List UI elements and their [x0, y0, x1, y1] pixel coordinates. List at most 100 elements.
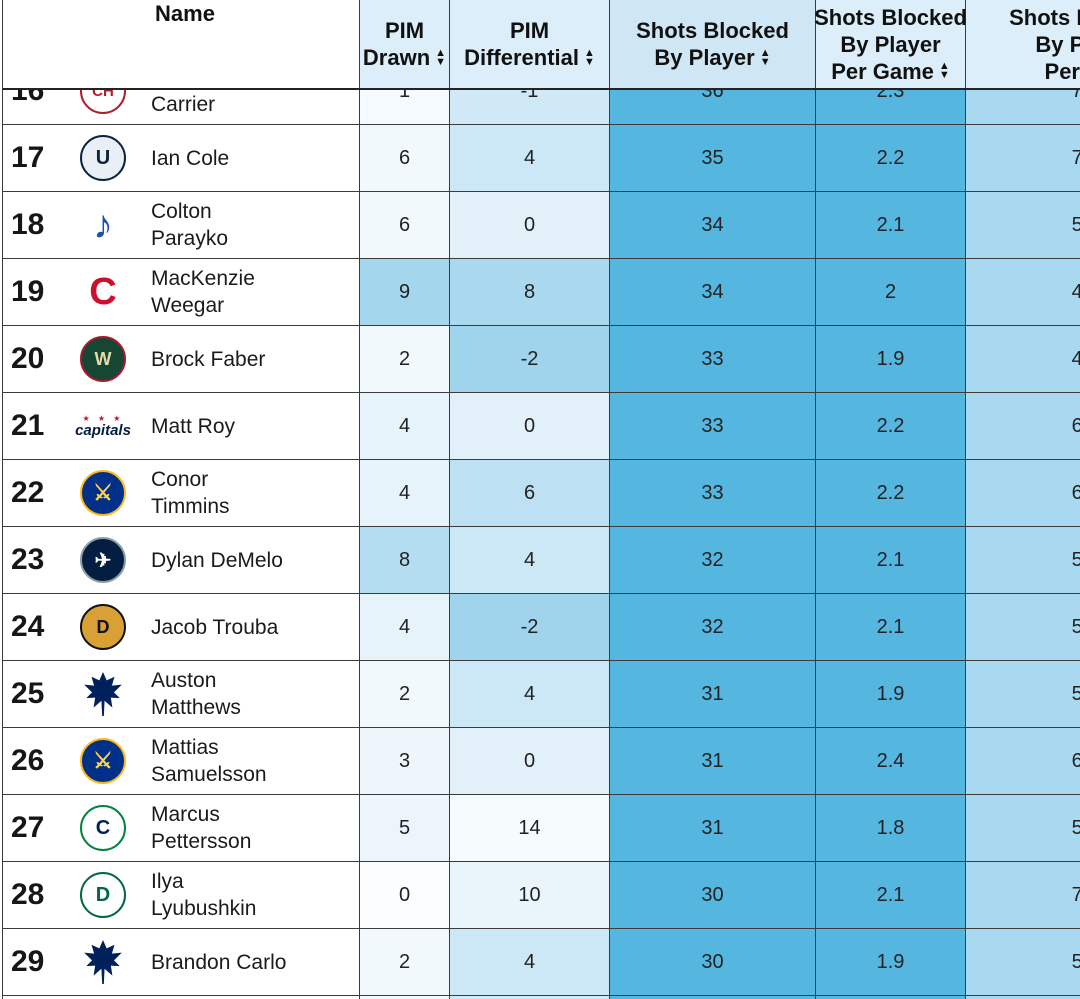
shots-blocked-cell: 31 [610, 728, 816, 794]
shots-blocked-cell-value: 33 [701, 414, 724, 437]
column-header-diff[interactable]: PIM Differential ▲ ▼ [450, 0, 610, 88]
team-logo-glyph: D [80, 604, 126, 650]
shots-blocked-cell: 32 [610, 527, 816, 593]
shots-blocked-cell-value: 32 [701, 615, 724, 638]
shots-blocked-cell: 30 [610, 862, 816, 928]
shots-blocked-per-60-cell-value: 5.0 [1071, 615, 1080, 638]
player-cell: 22 ⚔ Conor Timmins [3, 460, 360, 526]
player-name[interactable]: Jacob Trouba [151, 614, 278, 641]
pim-differential-cell: -2 [450, 326, 610, 392]
player-rank: 26 [11, 744, 45, 777]
shots-blocked-cell: 31 [610, 661, 816, 727]
player-name[interactable]: Dylan DeMelo [151, 547, 283, 574]
player-name[interactable]: Conor Timmins [151, 466, 230, 520]
shots-blocked-per-game-cell-value: 2.2 [876, 481, 905, 504]
table-row: 22 ⚔ Conor Timmins 4 6 33 2.2 6.0 [3, 460, 1080, 527]
column-header-sb[interactable]: Shots Blocked By Player ▲ ▼ [610, 0, 816, 88]
team-logo-glyph: ⚔ [80, 470, 126, 516]
pim-drawn-cell-value: 3 [398, 749, 411, 772]
shots-blocked-per-game-cell: 2.1 [816, 862, 966, 928]
player-name[interactable]: MacKenzie Weegar [151, 265, 255, 319]
shots-blocked-cell-value: 33 [701, 347, 724, 370]
column-header-label: By Player [654, 45, 755, 70]
player-name[interactable]: Ilya Lyubushkin [151, 868, 256, 922]
player-rank: 28 [11, 878, 45, 911]
shots-blocked-cell: 30 [610, 929, 816, 995]
player-name-line: MacKenzie [151, 267, 255, 290]
player-cell: 20 W Brock Faber [3, 326, 360, 392]
pim-differential-cell [450, 996, 610, 999]
player-name[interactable]: Marcus Pettersson [151, 801, 251, 855]
pim-differential-cell-value: 0 [523, 414, 536, 437]
pim-differential-cell-value: 0 [523, 213, 536, 236]
player-name[interactable]: Brock Faber [151, 346, 265, 373]
shots-blocked-per-60-cell: 4.8 [966, 259, 1080, 325]
shots-blocked-per-60-cell-value: 5.9 [1071, 548, 1080, 571]
shots-blocked-per-60-cell: 5.0 [966, 594, 1080, 660]
shots-blocked-cell-value: 31 [701, 816, 724, 839]
player-name[interactable]: Mattias Samuelsson [151, 734, 267, 788]
pim-differential-cell: 14 [450, 795, 610, 861]
table-row [3, 996, 1080, 999]
player-name[interactable]: Matt Roy [151, 413, 235, 440]
column-header-line: By Player [840, 31, 940, 58]
shots-blocked-per-game-cell-value: 1.8 [876, 816, 905, 839]
player-cell: 18 ♪ Colton Parayko [3, 192, 360, 258]
shots-blocked-per-60-cell-value: 7.4 [1071, 79, 1080, 102]
pim-drawn-cell-value: 4 [398, 615, 411, 638]
column-header-line: By Player [1035, 31, 1080, 58]
pim-drawn-cell-value: 0 [398, 883, 411, 906]
shots-blocked-cell-value: 33 [701, 481, 724, 504]
pim-drawn-cell-value: 6 [398, 213, 411, 236]
player-name[interactable]: Brandon Carlo [151, 949, 286, 976]
player-name-line: Mattias [151, 736, 219, 759]
table-row: 23 ✈ Dylan DeMelo 8 4 32 2.1 5.9 [3, 527, 1080, 594]
shots-blocked-per-60-cell: 5.2 [966, 795, 1080, 861]
player-name-line: Parayko [151, 227, 229, 250]
pim-differential-cell: 10 [450, 862, 610, 928]
player-cell: 29 Brandon Carlo [3, 929, 360, 995]
player-name-line: Matthews [151, 696, 241, 719]
column-header-pd[interactable]: PIM Drawn ▲ ▼ [360, 0, 450, 88]
team-logo-glyph: W [80, 336, 126, 382]
team-logo-glyph: ♪ [93, 203, 113, 247]
shots-blocked-per-game-cell: 2.2 [816, 460, 966, 526]
shots-blocked-per-game-cell: 2.1 [816, 527, 966, 593]
team-logo-utah-mammoth-icon: U [75, 131, 131, 185]
pim-drawn-cell: 2 [360, 929, 450, 995]
player-name[interactable]: Ian Cole [151, 145, 229, 172]
shots-blocked-cell: 35 [610, 125, 816, 191]
pim-differential-cell-value: 14 [518, 816, 541, 839]
pim-differential-cell: 6 [450, 460, 610, 526]
column-header-pg[interactable]: Shots Blocked By Player Per Game ▲ ▼ [814, 0, 967, 88]
pim-differential-cell-value: 4 [523, 146, 536, 169]
table-row: 17 U Ian Cole 6 4 35 2.2 7.2 [3, 125, 1080, 192]
pim-differential-cell: 0 [450, 728, 610, 794]
shots-blocked-per-60-cell: 5.9 [966, 527, 1080, 593]
shots-blocked-per-60-cell: 7.1 [966, 862, 1080, 928]
player-cell: 24 D Jacob Trouba [3, 594, 360, 660]
player-rank: 29 [11, 945, 45, 978]
player-cell: 26 ⚔ Mattias Samuelsson [3, 728, 360, 794]
shots-blocked-per-60-cell: 6.0 [966, 460, 1080, 526]
sort-icon: ▲ ▼ [939, 61, 950, 81]
shots-blocked-per-60-cell-value: 4.9 [1071, 347, 1080, 370]
shots-blocked-cell: 33 [610, 393, 816, 459]
player-name[interactable]: Colton Parayko [151, 198, 228, 252]
column-header-label: By Player [840, 31, 941, 57]
player-rank: 23 [11, 543, 45, 576]
shots-blocked-per-game-cell-value: 2.1 [876, 548, 905, 571]
column-header-label: PIM [384, 18, 425, 43]
player-cell: 25 Auston Matthews [3, 661, 360, 727]
column-header-line: Per 60▲▼ [1045, 58, 1080, 85]
sort-down-arrow-icon: ▼ [759, 55, 771, 68]
pim-differential-cell-value: 4 [523, 548, 536, 571]
pim-differential-cell-value: -2 [520, 615, 539, 638]
player-name[interactable]: Auston Matthews [151, 667, 241, 721]
pim-differential-cell-value: 8 [523, 280, 536, 303]
shots-blocked-per-game-cell-value: 2 [884, 280, 897, 303]
shots-blocked-per-game-cell: 2.1 [816, 192, 966, 258]
pim-drawn-cell: 9 [360, 259, 450, 325]
